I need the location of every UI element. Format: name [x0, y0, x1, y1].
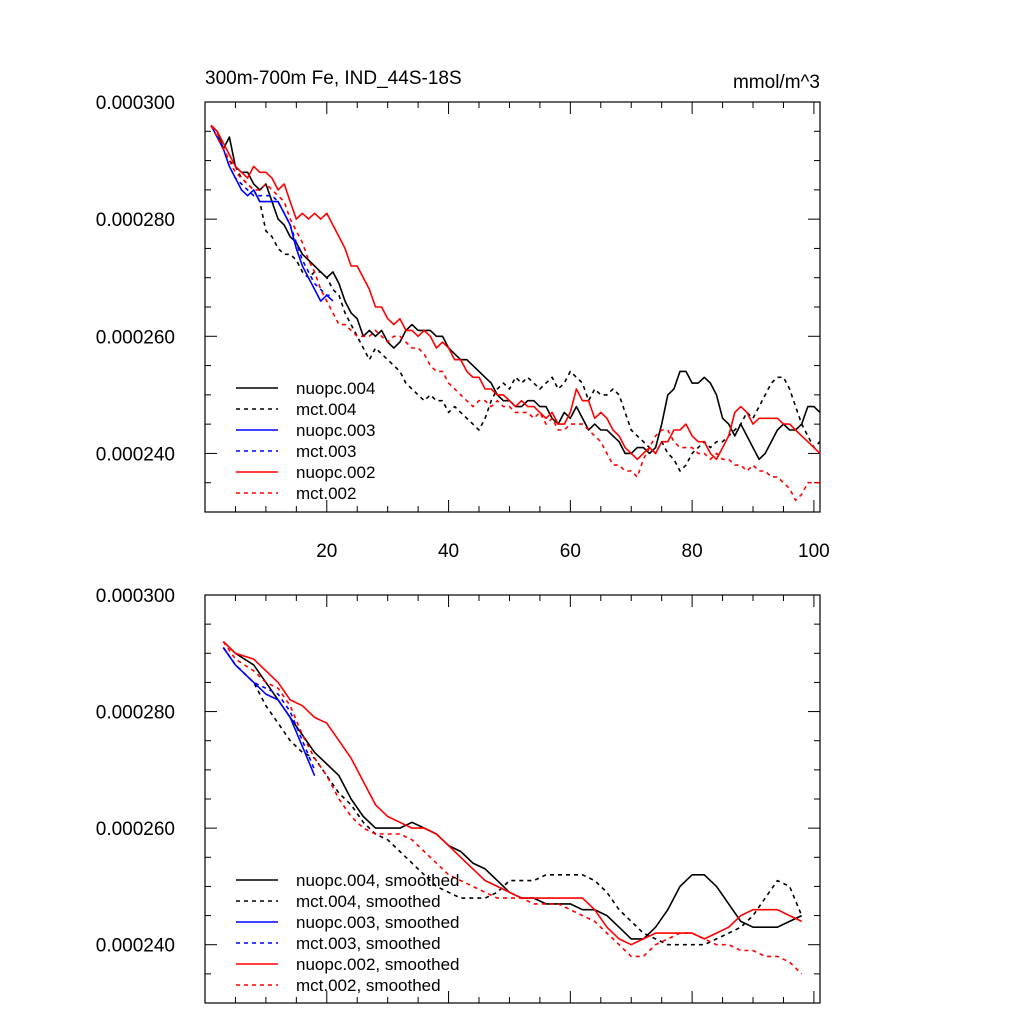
x-tick-label: 60 [560, 541, 581, 562]
series-line-3 [210, 125, 333, 297]
legend-label: nuopc.003, smoothed [296, 913, 460, 932]
series-line-4 [222, 641, 803, 946]
series-line-3 [222, 647, 316, 771]
top-panel: 0.000300 0.000280 0.000260 0.000240 20 40 60 80… [96, 68, 830, 562]
legend-label: nuopc.002, smoothed [296, 955, 460, 974]
legend-label: nuopc.002 [296, 463, 375, 482]
x-tick-label: 100 [798, 541, 830, 562]
y-tick-label: 0.000260 [96, 819, 175, 840]
legend-label: nuopc.004 [296, 379, 375, 398]
y-tick-label: 0.000280 [96, 210, 175, 231]
y-tick-label: 0.000280 [96, 703, 175, 724]
x-tick-label: 40 [438, 541, 459, 562]
legend-label: mct.003 [296, 442, 356, 461]
series-line-1 [210, 125, 821, 472]
y-tick-label: 0.000240 [96, 936, 175, 957]
series-line-2 [222, 647, 316, 777]
bottom-panel: 0.000300 0.000280 0.000260 0.000240 nuopc.00… [96, 586, 821, 1004]
y-tick-label: 0.000260 [96, 327, 175, 348]
x-tick-label: 80 [682, 541, 703, 562]
series-line-4 [210, 124, 821, 461]
x-tick-label: 20 [316, 541, 337, 562]
legend-label: nuopc.003 [296, 421, 375, 440]
legend-label: mct.004, smoothed [296, 892, 441, 911]
legend-label: mct.003, smoothed [296, 934, 441, 953]
series-line-5 [222, 641, 803, 975]
legend-label: mct.002, smoothed [296, 976, 441, 995]
units-label: mmol/m^3 [733, 72, 820, 93]
chart-title: 300m-700m Fe, IND_44S-18S [205, 68, 462, 89]
y-tick-label: 0.000300 [96, 586, 175, 607]
legend-label: mct.002 [296, 484, 356, 503]
legend-label: nuopc.004, smoothed [296, 871, 460, 890]
y-tick-label: 0.000240 [96, 444, 175, 465]
legend-label: mct.004 [296, 400, 356, 419]
y-tick-label: 0.000300 [96, 93, 175, 114]
series-line-5 [210, 125, 820, 502]
